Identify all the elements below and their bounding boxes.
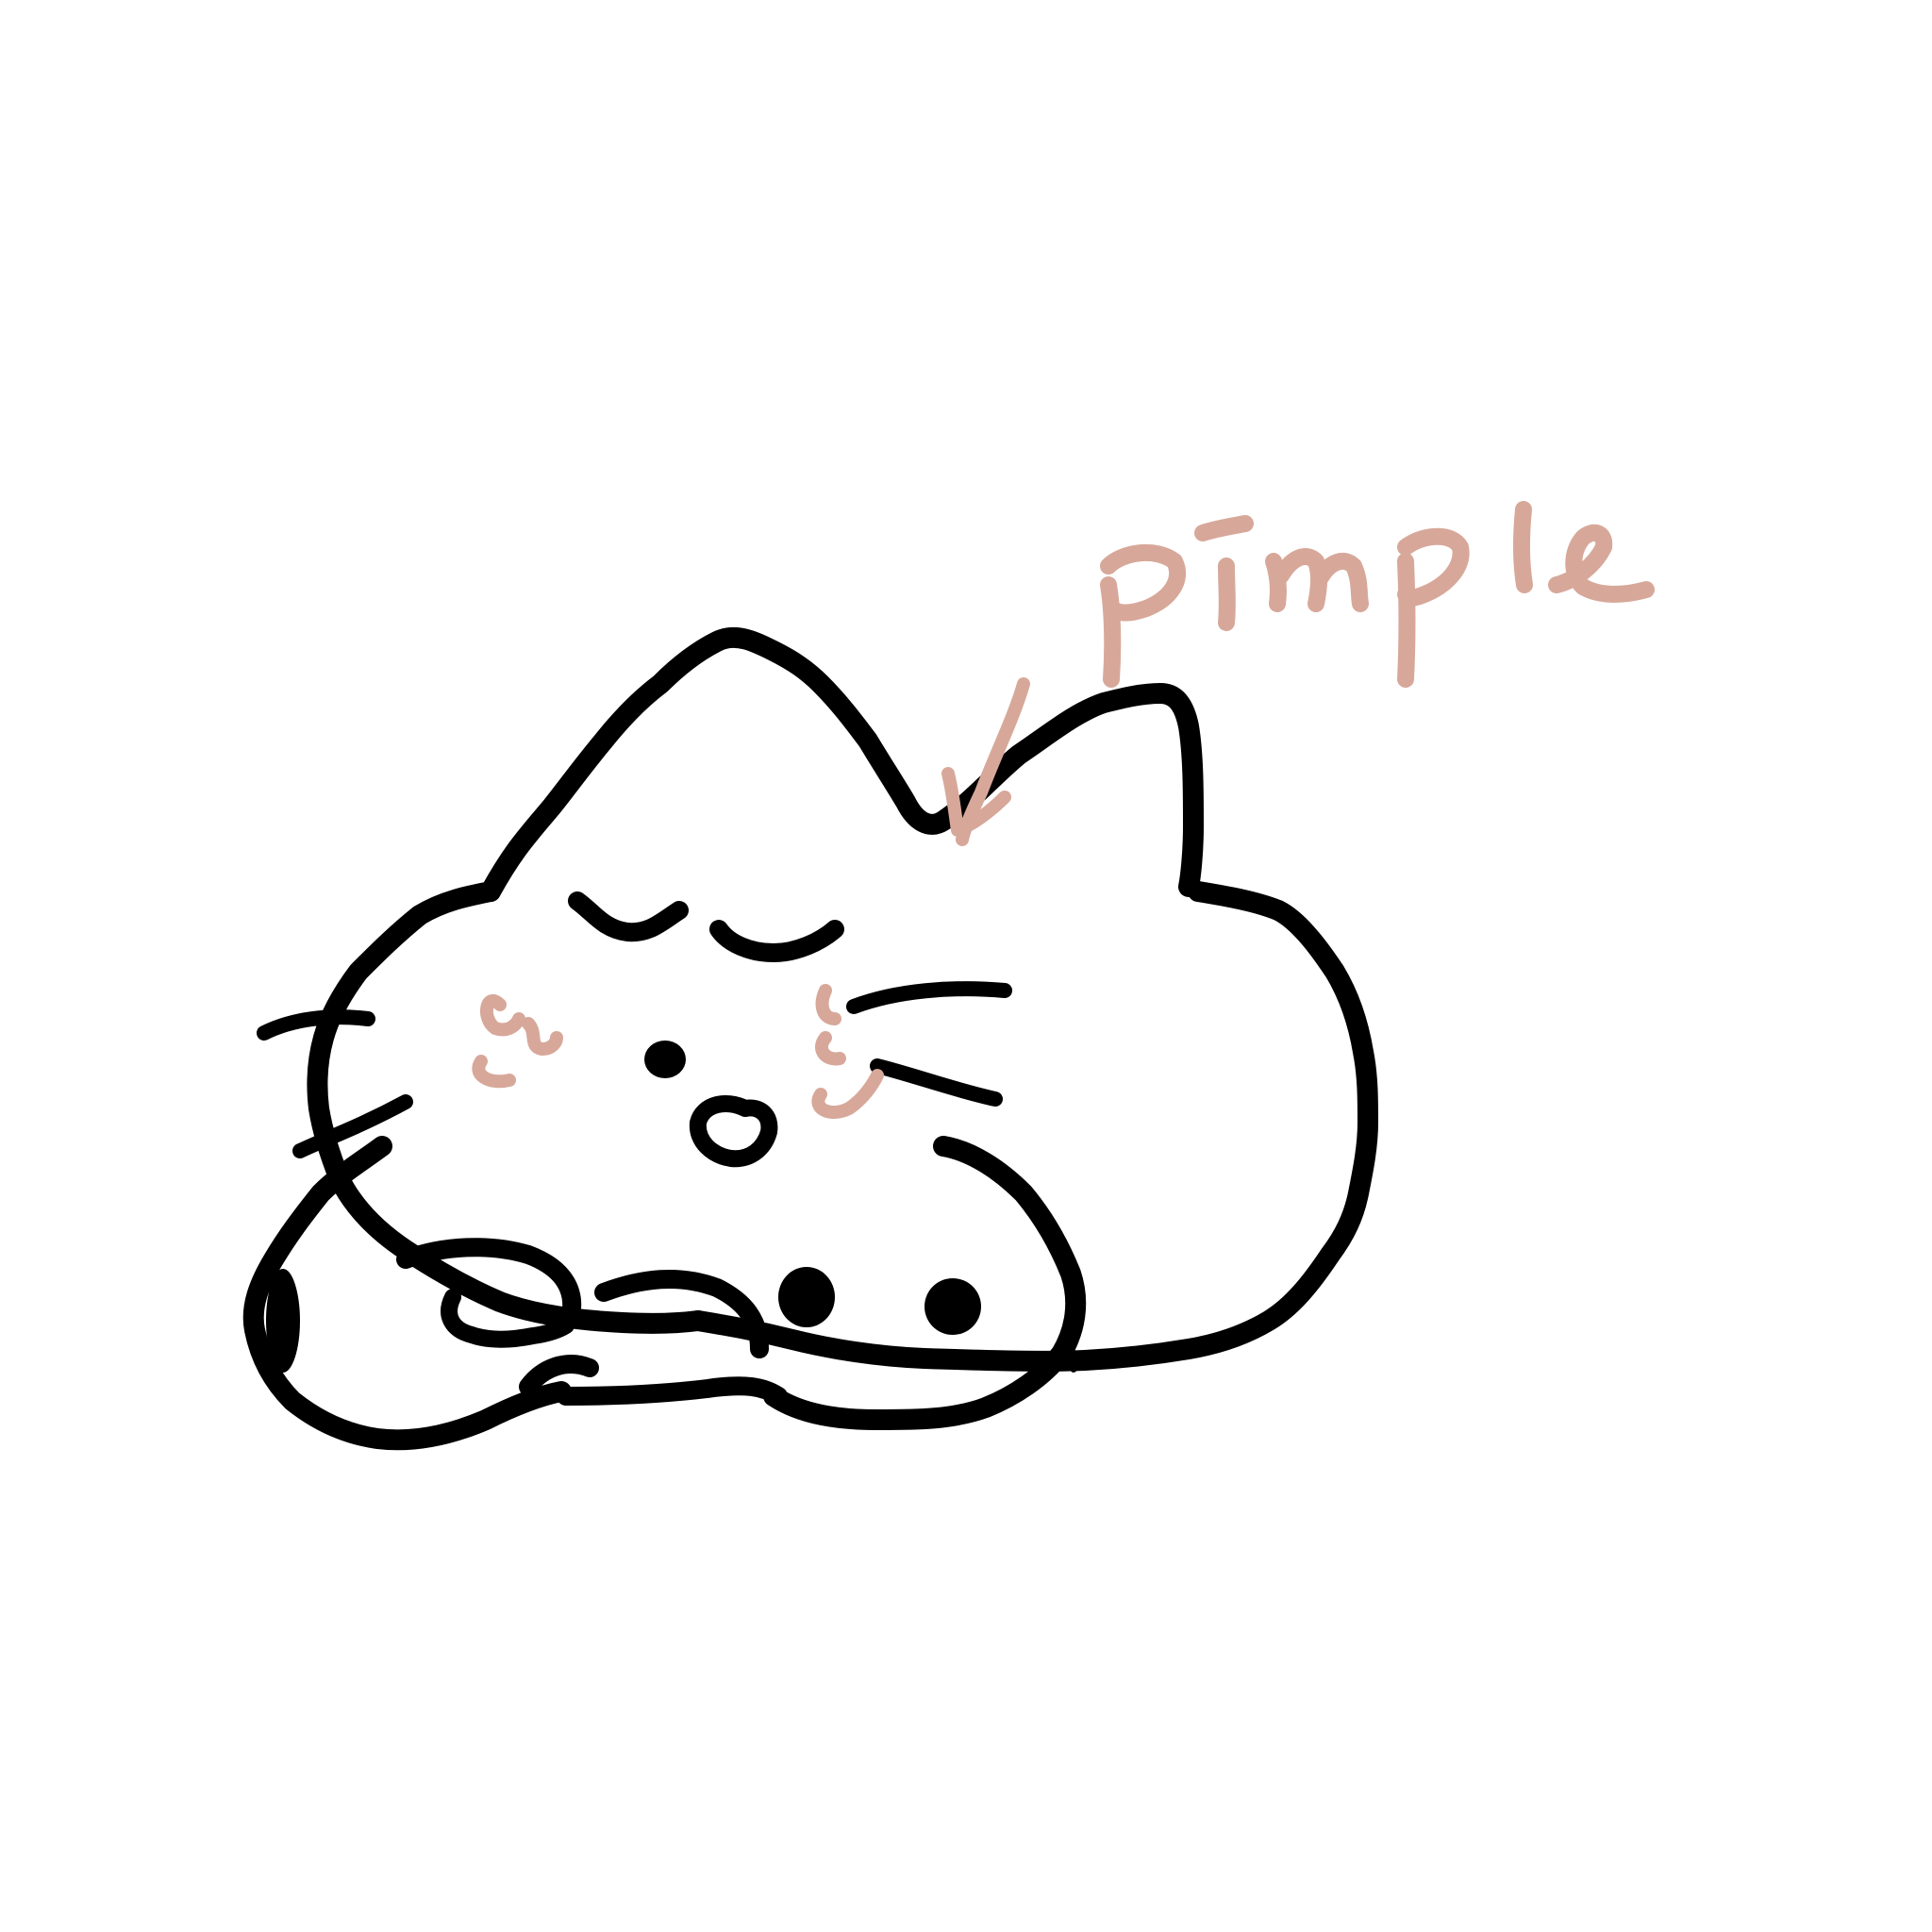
- cat-right-eye: [709, 920, 844, 962]
- cat-whisker-right-1: [846, 981, 1012, 1014]
- cat-mouth: [689, 1095, 778, 1168]
- cat-paw-pad-4: [1070, 1363, 1077, 1373]
- handwriting-l: [1512, 501, 1533, 593]
- cat-left-eye: [568, 891, 689, 942]
- cat-whisker-left-1: [257, 1009, 375, 1041]
- cat-whisker-right-2: [870, 1058, 1003, 1107]
- pimple-mark-right-3: [811, 1069, 884, 1119]
- handwriting-p2: [1397, 527, 1470, 688]
- pimple-label: pimple: [1038, 443, 1041, 444]
- pimple-mark-left-2: [522, 1017, 563, 1056]
- cat-body: [242, 1136, 572, 1451]
- cat-body-right: [763, 1136, 1087, 1430]
- cat-paw-pad-2: [924, 1278, 981, 1335]
- cat-paw-toe: [519, 1355, 599, 1396]
- cat-paw-pad-3: [266, 1269, 300, 1373]
- cat-paw-middle: [594, 1269, 769, 1358]
- cat-left-ear-line: [480, 626, 1204, 902]
- pimple-annotation: [472, 501, 1655, 1119]
- handwriting-p: [1100, 543, 1187, 688]
- pimple-mark-right-2: [815, 1031, 846, 1066]
- cat-head-right: [688, 881, 1378, 1372]
- pimple-mark-left-1: [479, 993, 525, 1037]
- cat-chin: [441, 1289, 575, 1348]
- cat-whisker-left-2: [292, 1094, 413, 1158]
- cat-base: [557, 1376, 788, 1406]
- handwriting-e: [1548, 524, 1655, 603]
- pimple-mark-right-1: [815, 984, 841, 1025]
- handwriting-i: [1194, 515, 1254, 631]
- cat-outline: [242, 626, 1378, 1451]
- pimple-mark-left-3: [472, 1055, 516, 1089]
- cat-nose: [644, 1041, 686, 1078]
- arrow-head: [941, 767, 1011, 837]
- handwriting-m: [1265, 548, 1369, 612]
- cat-paw-left: [396, 1238, 582, 1325]
- cat-paw-pad-1: [778, 1267, 835, 1327]
